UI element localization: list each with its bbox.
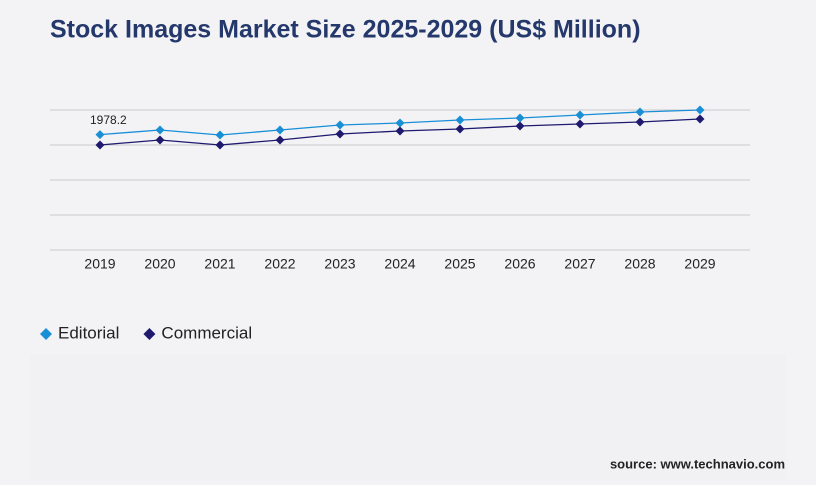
x-tick-label: 2027 bbox=[564, 256, 595, 272]
x-tick-label: 2022 bbox=[264, 256, 295, 272]
point bbox=[395, 118, 405, 128]
legend-label: Editorial bbox=[58, 323, 119, 342]
x-tick-label: 2025 bbox=[444, 256, 475, 272]
point bbox=[395, 126, 405, 136]
source: source: www.technavio.com bbox=[610, 456, 785, 471]
x-tick-label: 2019 bbox=[84, 256, 115, 272]
x-tick-label: 2021 bbox=[204, 256, 235, 272]
data-label: 1978.2 bbox=[90, 113, 127, 127]
point bbox=[335, 129, 345, 139]
point bbox=[275, 125, 285, 135]
point bbox=[95, 140, 105, 150]
point bbox=[335, 120, 345, 130]
chart-title: Stock Images Market Size 2025-2029 (US$ … bbox=[50, 16, 641, 44]
point bbox=[95, 130, 105, 140]
x-tick-label: 2020 bbox=[144, 256, 175, 272]
x-tick-label: 2029 bbox=[684, 256, 715, 272]
legend-marker bbox=[40, 328, 52, 340]
point bbox=[215, 140, 225, 150]
point bbox=[275, 135, 285, 145]
point bbox=[155, 135, 165, 145]
x-tick-label: 2023 bbox=[324, 256, 355, 272]
legend-label: Commercial bbox=[161, 323, 252, 342]
point bbox=[635, 117, 645, 127]
point bbox=[575, 110, 585, 120]
x-tick-label: 2024 bbox=[384, 256, 415, 272]
point bbox=[575, 119, 585, 129]
point bbox=[155, 125, 165, 135]
x-tick-label: 2028 bbox=[624, 256, 655, 272]
point bbox=[215, 130, 225, 140]
point bbox=[455, 124, 465, 134]
point bbox=[455, 115, 465, 125]
point bbox=[695, 105, 705, 115]
point bbox=[695, 114, 705, 124]
legend-marker bbox=[143, 328, 156, 340]
panel bbox=[30, 355, 786, 480]
point bbox=[635, 107, 645, 117]
x-tick-label: 2026 bbox=[504, 256, 535, 272]
point bbox=[515, 113, 525, 123]
point bbox=[515, 121, 525, 131]
